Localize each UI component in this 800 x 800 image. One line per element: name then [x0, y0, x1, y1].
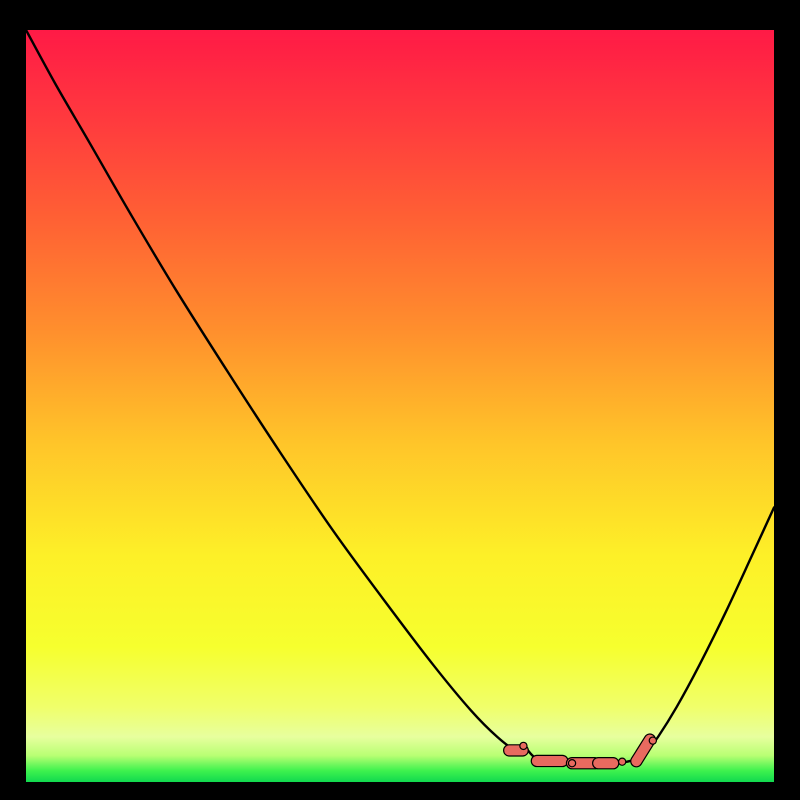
marker-dot	[649, 737, 656, 744]
marker-dot	[520, 742, 527, 749]
marker-dot	[619, 758, 626, 765]
marker-pill	[593, 758, 619, 769]
plot-background	[26, 30, 774, 782]
chart-svg	[0, 0, 800, 800]
chart-stage: TheBottlenecker.com	[0, 0, 800, 800]
marker-dot	[568, 760, 575, 767]
marker-pill	[531, 755, 568, 766]
